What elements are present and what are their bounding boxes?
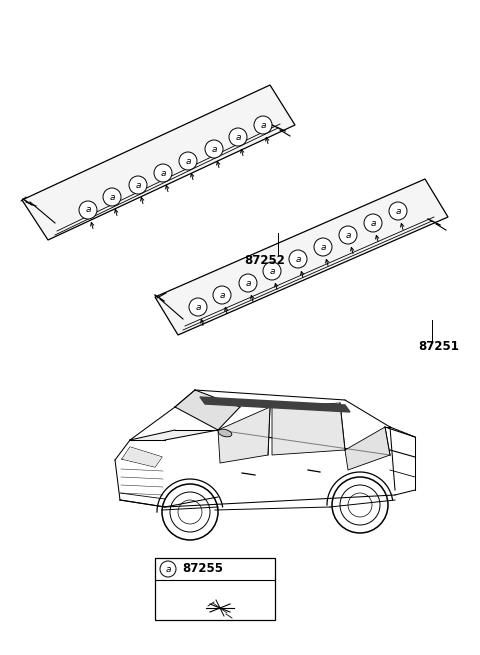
Circle shape bbox=[254, 116, 272, 134]
Polygon shape bbox=[218, 407, 270, 463]
Circle shape bbox=[189, 298, 207, 316]
Polygon shape bbox=[130, 430, 218, 440]
Ellipse shape bbox=[218, 429, 232, 437]
Text: a: a bbox=[370, 219, 376, 227]
Polygon shape bbox=[175, 390, 240, 430]
Circle shape bbox=[154, 164, 172, 182]
Circle shape bbox=[229, 128, 247, 146]
Text: 87251: 87251 bbox=[418, 341, 459, 354]
Polygon shape bbox=[122, 447, 162, 467]
Circle shape bbox=[205, 140, 223, 158]
Polygon shape bbox=[345, 427, 390, 470]
Text: a: a bbox=[135, 181, 141, 189]
Text: a: a bbox=[320, 242, 326, 252]
Circle shape bbox=[339, 226, 357, 244]
Circle shape bbox=[314, 238, 332, 256]
Text: a: a bbox=[109, 193, 115, 202]
Circle shape bbox=[103, 188, 121, 206]
Text: 87252: 87252 bbox=[245, 253, 286, 267]
Circle shape bbox=[213, 286, 231, 304]
Text: a: a bbox=[195, 303, 201, 312]
Circle shape bbox=[289, 250, 307, 268]
Circle shape bbox=[129, 176, 147, 194]
Text: a: a bbox=[269, 267, 275, 276]
Circle shape bbox=[79, 201, 97, 219]
Text: a: a bbox=[211, 145, 217, 153]
Circle shape bbox=[263, 262, 281, 280]
Text: a: a bbox=[395, 206, 401, 215]
Text: a: a bbox=[160, 168, 166, 178]
Text: a: a bbox=[165, 565, 171, 574]
Text: a: a bbox=[235, 132, 241, 141]
Polygon shape bbox=[272, 403, 345, 455]
Text: a: a bbox=[295, 255, 301, 263]
Polygon shape bbox=[22, 85, 295, 240]
Polygon shape bbox=[200, 397, 350, 412]
Circle shape bbox=[389, 202, 407, 220]
Text: a: a bbox=[219, 291, 225, 299]
Circle shape bbox=[160, 561, 176, 577]
Polygon shape bbox=[155, 179, 448, 335]
Text: a: a bbox=[260, 121, 266, 130]
Circle shape bbox=[364, 214, 382, 232]
Text: a: a bbox=[185, 157, 191, 166]
Bar bbox=[155, 558, 275, 620]
Text: a: a bbox=[345, 231, 351, 240]
Circle shape bbox=[179, 152, 197, 170]
Text: a: a bbox=[245, 278, 251, 288]
Circle shape bbox=[239, 274, 257, 292]
Text: 87255: 87255 bbox=[182, 563, 223, 576]
Text: a: a bbox=[85, 206, 91, 214]
